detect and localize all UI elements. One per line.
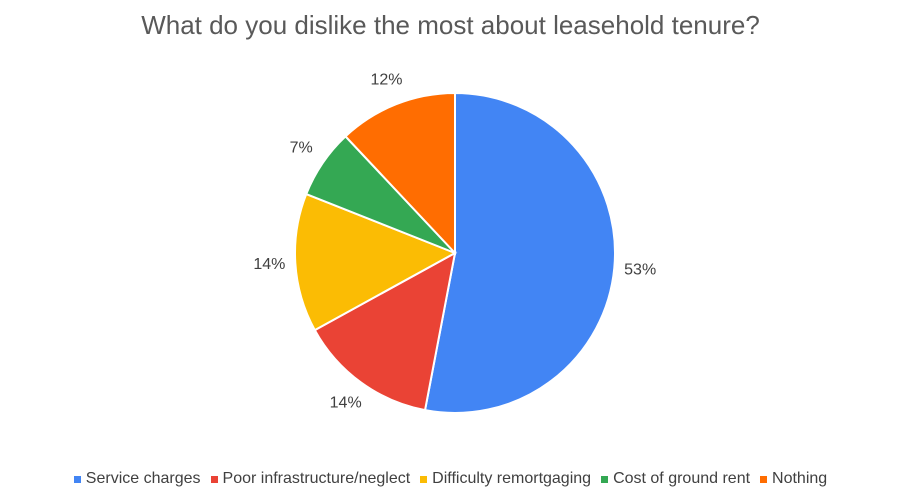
legend-item: Poor infrastructure/neglect [210,470,411,488]
chart-title: What do you dislike the most about lease… [141,10,760,40]
legend-swatch [210,475,218,483]
legend-label: Cost of ground rent [613,470,751,487]
legend-swatch [760,475,768,483]
pie-slices [294,91,616,414]
legend-label: Poor infrastructure/neglect [222,470,411,487]
data-label: 53% [624,262,656,279]
pie-chart: 53% 14% 14% 7% 12% [253,71,656,414]
legend-label: Service charges [85,470,201,487]
legend-swatch [601,475,609,483]
data-label: 12% [371,71,403,88]
pie-slice-service-charges [423,91,616,414]
legend-swatch [420,475,428,483]
chart-legend: Service charges Poor infrastructure/negle… [0,470,901,488]
pie-slice-difficulty-remortgaging [294,192,458,332]
pie-data-labels: 53% 14% 14% 7% 12% [253,71,656,411]
data-label: 14% [330,395,362,412]
data-label: 14% [253,256,285,273]
pie-slice-nothing [344,91,456,256]
pie-slice-poor-infrastructure-neglect [313,251,457,412]
legend-label: Nothing [772,470,828,487]
legend-item: Service charges [73,470,201,488]
legend-item: Nothing [760,470,827,488]
legend-item: Cost of ground rent [601,470,750,488]
legend-swatch [73,475,81,483]
legend-label: Difficulty remortgaging [432,470,592,487]
data-label: 7% [290,140,313,157]
legend-item: Difficulty remortgaging [420,470,591,488]
